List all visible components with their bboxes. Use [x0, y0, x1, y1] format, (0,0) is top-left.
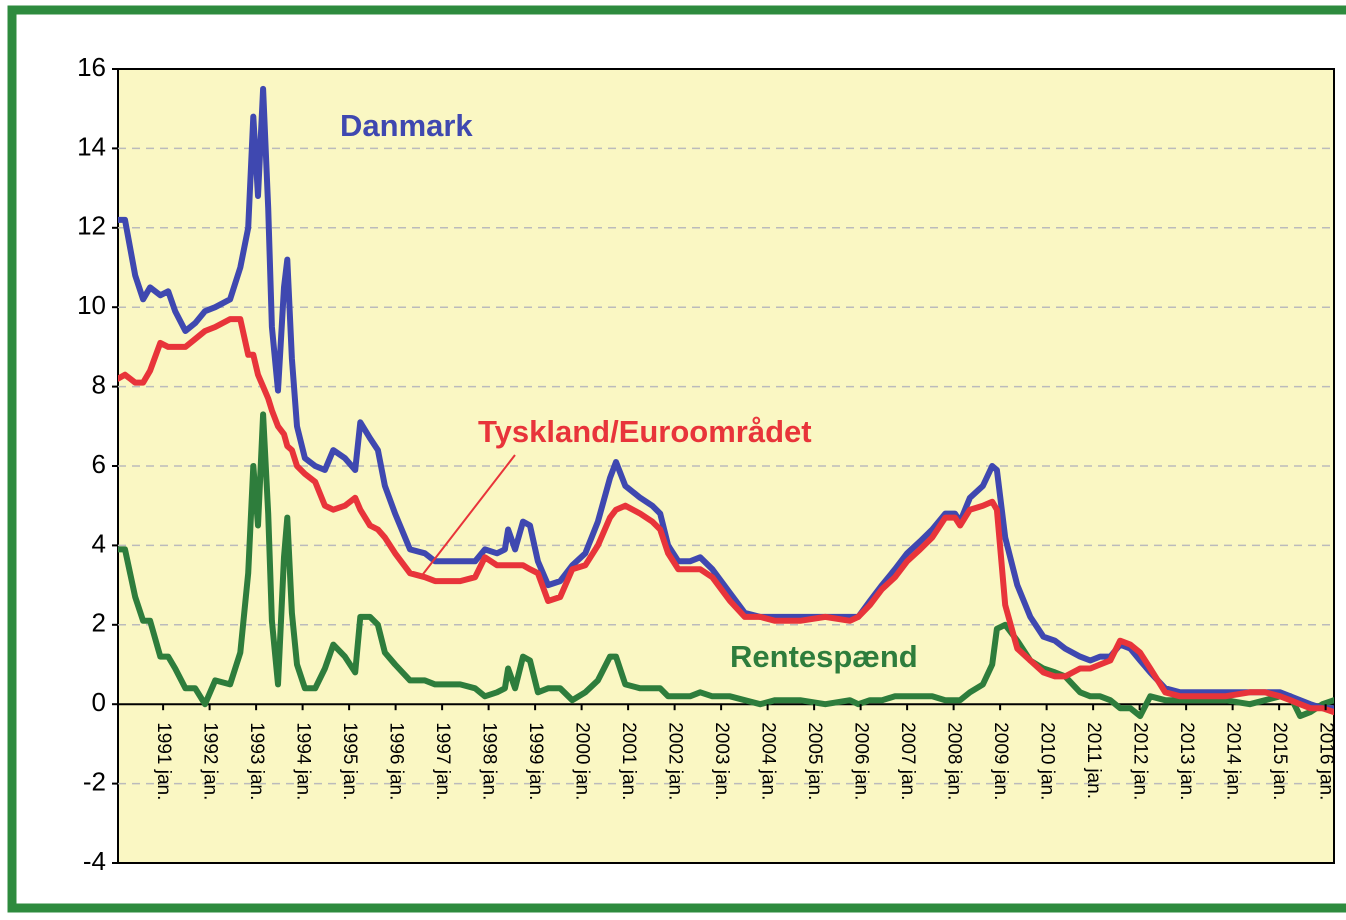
x-tick-label: 1994 jan.	[293, 722, 314, 800]
y-tick-label: 10	[77, 290, 106, 320]
x-tick-label: 1997 jan.	[432, 722, 453, 800]
line-series	[118, 85, 1334, 712]
x-tick-label: 2013 jan.	[1176, 722, 1197, 800]
x-tick-label: 2005 jan.	[804, 722, 825, 800]
x-tick-label: 2015 jan.	[1269, 722, 1290, 800]
y-tick-label: -4	[83, 846, 106, 876]
y-tick-label: 2	[92, 608, 106, 638]
x-tick-label: 1991 jan.	[153, 722, 174, 800]
x-tick-label: 2001 jan.	[618, 722, 639, 800]
x-tick-label: 1993 jan.	[246, 722, 267, 800]
x-tick-label: 1999 jan.	[525, 722, 546, 800]
y-tick-label: 6	[92, 449, 106, 479]
series-label: Rentespænd	[730, 639, 918, 674]
lines	[118, 85, 1334, 720]
x-tick-label: 2008 jan.	[944, 722, 965, 800]
ticks: -4 -2 0 2 4 6 8 10 12 14 16 1991 jan. 1992 jan. 1993 …	[77, 52, 1337, 876]
pointer-line	[419, 454, 516, 579]
y-tick-label: 12	[77, 211, 106, 241]
series-label: Tyskland/Euroområdet	[478, 414, 812, 449]
x-tick-label: 2009 jan.	[990, 722, 1011, 800]
series-label: Danmark	[340, 108, 473, 143]
x-tick-label: 2002 jan.	[665, 722, 686, 800]
series-labels: Danmark Tyskland/Euroområdet Rentespænd	[340, 108, 918, 674]
x-tick-label: 1998 jan.	[479, 722, 500, 800]
y-tick-label: 8	[92, 369, 106, 399]
x-tick-label: 2012 jan.	[1130, 722, 1151, 800]
grid	[118, 147, 1334, 785]
x-tick-label: 1996 jan.	[386, 722, 407, 800]
x-tick-label: 2016 jan.	[1316, 722, 1337, 800]
x-tick-label: 2014 jan.	[1223, 722, 1244, 800]
y-tick-label: 14	[77, 131, 106, 161]
x-tick-label: 2004 jan.	[758, 722, 779, 800]
x-tick-label: 2006 jan.	[851, 722, 872, 800]
y-tick-label: 0	[92, 687, 106, 717]
x-tick-label: 2007 jan.	[897, 722, 918, 800]
y-tick-label: 4	[92, 528, 106, 558]
x-tick-label: 1995 jan.	[339, 722, 360, 800]
line-series	[118, 411, 1334, 720]
line-series	[118, 316, 1334, 716]
x-tick-label: 1992 jan.	[200, 722, 221, 800]
x-tick-label: 2003 jan.	[711, 722, 732, 800]
y-tick-label: -2	[83, 766, 106, 796]
x-tick-label: 2000 jan.	[572, 722, 593, 800]
x-tick-label: 2011 jan.	[1083, 722, 1104, 799]
y-tick-label: 16	[77, 52, 106, 82]
x-tick-label: 2010 jan.	[1037, 722, 1058, 800]
